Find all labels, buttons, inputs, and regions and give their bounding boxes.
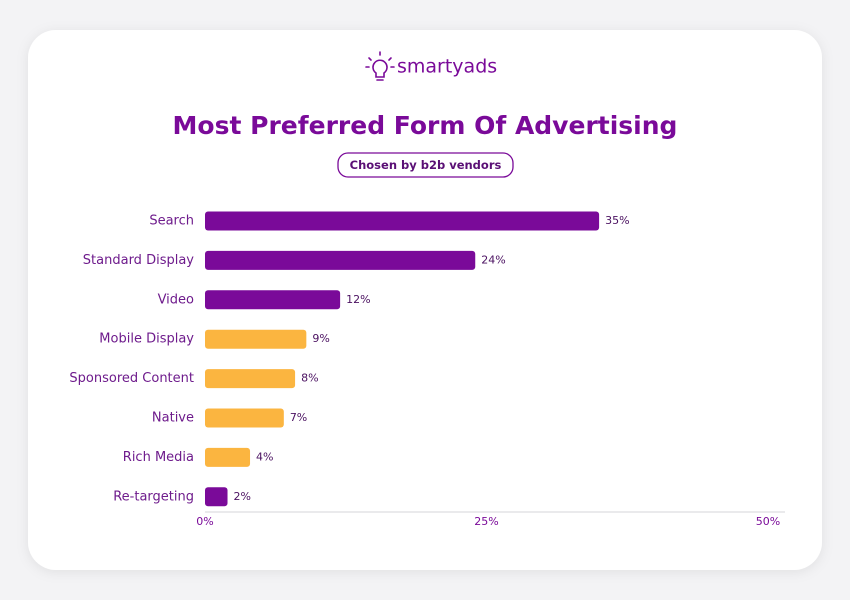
- chart-title: Most Preferred Form Of Advertising: [173, 111, 678, 140]
- value-label: 8%: [301, 372, 318, 385]
- value-label: 7%: [290, 411, 307, 424]
- y-tick-label: Standard Display: [83, 253, 194, 268]
- value-label: 12%: [346, 293, 370, 306]
- y-tick-label: Re-targeting: [113, 489, 194, 504]
- value-label: 35%: [605, 214, 629, 227]
- y-tick-label: Sponsored Content: [69, 371, 194, 386]
- y-tick-label: Search: [149, 214, 194, 229]
- value-label: 24%: [481, 253, 505, 266]
- brand: smartyads: [397, 56, 497, 78]
- bar: [205, 408, 284, 428]
- bar: [205, 487, 228, 507]
- subtitle-pill: [337, 152, 514, 178]
- value-label: 9%: [312, 332, 329, 345]
- y-tick-label: Native: [152, 411, 194, 426]
- chart-subtitle: Chosen by b2b vendors: [350, 158, 502, 172]
- y-tick-label: Video: [158, 292, 194, 307]
- y-tick-label: Rich Media: [123, 450, 194, 465]
- logo-icon: [365, 51, 395, 81]
- y-tick-label: Mobile Display: [99, 332, 194, 347]
- bar: [205, 369, 296, 389]
- x-tick-label: 25%: [474, 515, 498, 528]
- bar: [205, 447, 251, 467]
- x-tick-label: 0%: [196, 515, 213, 528]
- card: [28, 30, 822, 570]
- bar: [205, 250, 476, 270]
- bar: [205, 290, 341, 310]
- value-label: 2%: [234, 490, 251, 503]
- bar: [205, 211, 600, 231]
- x-tick-label: 50%: [756, 515, 780, 528]
- value-label: 4%: [256, 450, 273, 463]
- bar: [205, 329, 307, 349]
